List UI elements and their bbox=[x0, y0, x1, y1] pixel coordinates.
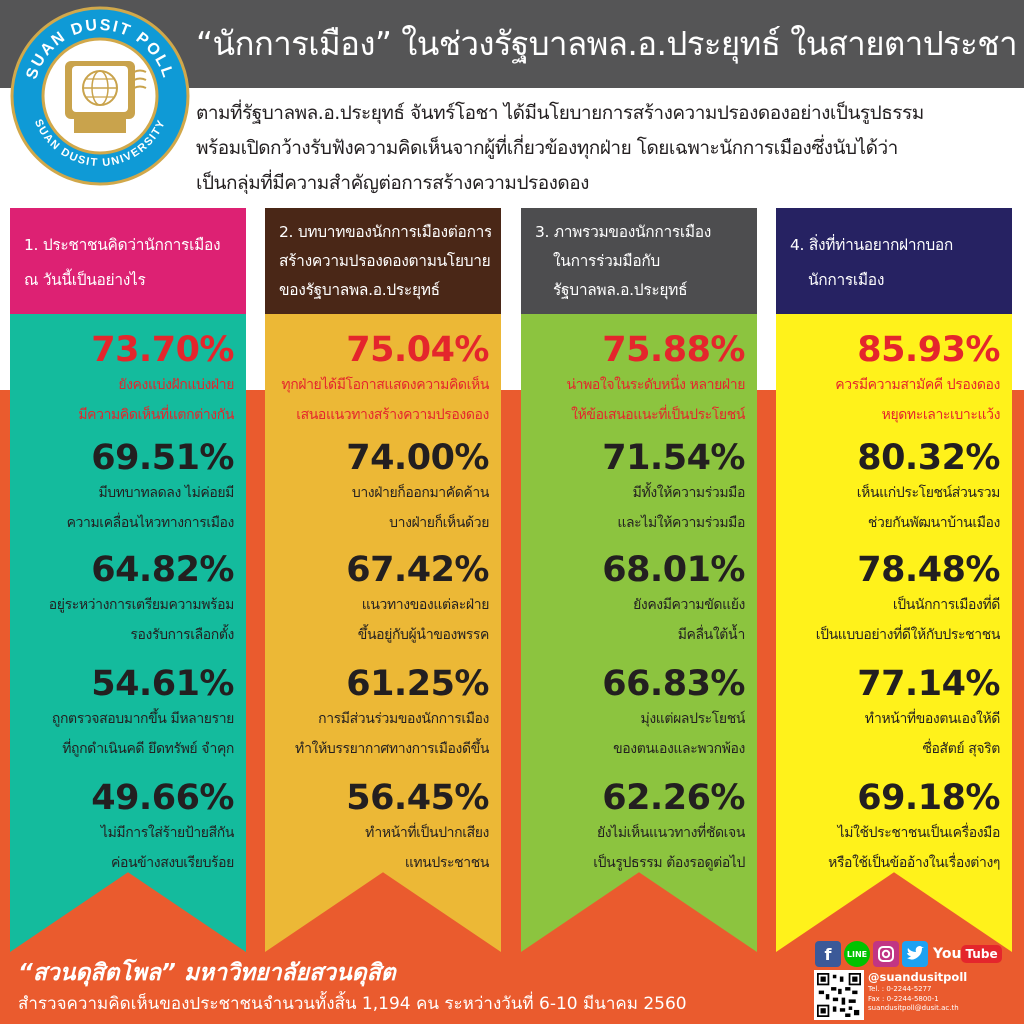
column-4-header: 4. สิ่งที่ท่านอยากฝากบอก นักการเมือง bbox=[776, 208, 1012, 314]
column-3: 3. ภาพรวมของนักการเมือง ในการร่วมมือกับ … bbox=[521, 208, 757, 952]
stat-percent: 64.82% bbox=[91, 550, 234, 590]
stat-item: 56.45% ทำหน้าที่เป็นปากเสียง แทนประชาชน bbox=[267, 778, 489, 878]
stat-percent: 75.88% bbox=[602, 330, 745, 370]
intro-line: พร้อมเปิดกว้างรับฟังความคิดเห็นจากผู้ที่… bbox=[196, 137, 898, 159]
stat-item: 69.51% มีบทบาทลดลง ไม่ค่อยมี ความเคลื่อน… bbox=[12, 438, 235, 538]
column-2-header: 2. บทบาทของนักการเมืองต่อการ สร้างความปร… bbox=[265, 208, 501, 314]
column-1: 1. ประชาชนคิดว่านักการเมือง ณ วันนี้เป็น… bbox=[10, 208, 246, 952]
column-4: 4. สิ่งที่ท่านอยากฝากบอก นักการเมือง 85.… bbox=[776, 208, 1012, 952]
stat-percent: 80.32% bbox=[857, 438, 1000, 478]
stat-item: 69.18% ไม่ใช้ประชาชนเป็นเครื่องมือ หรือใ… bbox=[778, 778, 1000, 878]
stat-percent: 74.00% bbox=[346, 438, 489, 478]
column-1-body: 73.70% ยังคงแบ่งฝักแบ่งฝ่าย มีความคิดเห็… bbox=[10, 314, 246, 952]
stat-item: 78.48% เป็นนักการเมืองที่ดี เป็นแบบอย่าง… bbox=[778, 550, 1001, 650]
svg-text:1992: 1992 bbox=[86, 132, 115, 147]
stat-item: 74.00% บางฝ่ายก็ออกมาคัดค้าน บางฝ่ายก็เห… bbox=[267, 438, 489, 538]
contact-info: @suandusitpoll Tel. : 0-2244-5277 Fax : … bbox=[868, 970, 1024, 1014]
footer-subtitle: สำรวจความคิดเห็นของประชาชนจำนวนทั้งสิ้น … bbox=[18, 994, 687, 1014]
stat-item: 66.83% มุ่งแต่ผลประโยชน์ ของตนเองและพวกพ… bbox=[523, 664, 745, 764]
column-3-body: 75.88% น่าพอใจในระดับหนึ่ง หลายฝ่าย ให้ข… bbox=[521, 314, 757, 952]
stat-percent: 54.61% bbox=[91, 664, 234, 704]
stat-item: 75.88% น่าพอใจในระดับหนึ่ง หลายฝ่าย ให้ข… bbox=[523, 330, 745, 430]
stat-percent: 69.51% bbox=[91, 438, 234, 478]
stat-item: 85.93% ควรมีความสามัคคี ปรองดอง หยุดทะเล… bbox=[778, 330, 1000, 430]
stat-percent: 66.83% bbox=[602, 664, 745, 704]
column-1-header: 1. ประชาชนคิดว่านักการเมือง ณ วันนี้เป็น… bbox=[10, 208, 246, 314]
stat-percent: 75.04% bbox=[346, 330, 489, 370]
qr-code[interactable] bbox=[814, 970, 864, 1020]
intro-line: ตามที่รัฐบาลพล.อ.ประยุทธ์ จันทร์โอชา ได้… bbox=[196, 102, 924, 124]
footer-title: “สวนดุสิตโพล” มหาวิทยาลัยสวนดุสิต bbox=[18, 960, 396, 986]
line-icon[interactable]: LINE bbox=[844, 941, 870, 967]
stat-percent: 67.42% bbox=[346, 550, 489, 590]
stat-item: 54.61% ถูกตรวจสอบมากขึ้น มีหลายราย ที่ถู… bbox=[12, 664, 235, 764]
stat-item: 80.32% เห็นแก่ประโยชน์ส่วนรวม ช่วยกันพัฒ… bbox=[778, 438, 1001, 538]
stat-item: 61.25% การมีส่วนร่วมของนักการเมือง ทำให้… bbox=[267, 664, 490, 764]
facebook-icon[interactable]: f bbox=[815, 941, 841, 967]
stat-item: 62.26% ยังไม่เห็นแนวทางที่ชัดเจน เป็นรูป… bbox=[523, 778, 745, 878]
stat-item: 77.14% ทำหน้าที่ของตนเองให้ดี ซื่อสัตย์ … bbox=[778, 664, 1000, 764]
intro-text: ตามที่รัฐบาลพล.อ.ประยุทธ์ จันทร์โอชา ได้… bbox=[196, 96, 1018, 201]
page-title: “นักการเมือง” ในช่วงรัฐบาลพล.อ.ประยุทธ์ … bbox=[196, 24, 1018, 63]
column-2: 2. บทบาทของนักการเมืองต่อการ สร้างความปร… bbox=[265, 208, 501, 952]
stat-item: 67.42% แนวทางของแต่ละฝ่าย ขึ้นอยู่กับผู้… bbox=[267, 550, 489, 650]
stat-percent: 77.14% bbox=[857, 664, 1000, 704]
youtube-icon[interactable]: You Tube bbox=[931, 945, 1002, 963]
social-handle: @suandusitpoll bbox=[868, 970, 968, 984]
social-icons: f LINE You Tube bbox=[815, 939, 1002, 969]
stat-item: 68.01% ยังคงมีความขัดแย้ง มีคลื่นใต้น้ำ bbox=[523, 550, 745, 650]
suan-dusit-poll-logo: SUAN DUSIT POLL SUAN DUSIT UNIVERSITY 19… bbox=[10, 6, 190, 186]
stat-percent: 85.93% bbox=[857, 330, 1000, 370]
stat-item: 64.82% อยู่ระหว่างการเตรียมความพร้อม รอง… bbox=[12, 550, 235, 650]
column-4-body: 85.93% ควรมีความสามัคคี ปรองดอง หยุดทะเล… bbox=[776, 314, 1012, 952]
column-3-header: 3. ภาพรวมของนักการเมือง ในการร่วมมือกับ … bbox=[521, 208, 757, 314]
stat-item: 71.54% มีทั้งให้ความร่วมมือ และไม่ให้ควา… bbox=[523, 438, 745, 538]
instagram-icon[interactable] bbox=[873, 941, 899, 967]
stat-item: 75.04% ทุกฝ่ายได้มีโอกาสแสดงความคิดเห็น … bbox=[267, 330, 489, 430]
column-2-body: 75.04% ทุกฝ่ายได้มีโอกาสแสดงความคิดเห็น … bbox=[265, 314, 501, 952]
stat-percent: 69.18% bbox=[857, 778, 1000, 818]
stat-percent: 61.25% bbox=[346, 664, 489, 704]
fax-text: Fax : 0-2244-5800-1 bbox=[868, 994, 939, 1003]
stat-percent: 68.01% bbox=[602, 550, 745, 590]
stat-percent: 71.54% bbox=[602, 438, 745, 478]
stat-percent: 73.70% bbox=[91, 330, 234, 370]
stat-item: 49.66% ไม่มีการใส่ร้ายป้ายสีกัน ค่อนข้าง… bbox=[12, 778, 234, 878]
stat-percent: 62.26% bbox=[602, 778, 745, 818]
email-text: suandusitpoll@dusit.ac.th bbox=[868, 1004, 959, 1012]
tel-text: Tel. : 0-2244-5277 bbox=[868, 985, 932, 993]
stat-item: 73.70% ยังคงแบ่งฝักแบ่งฝ่าย มีความคิดเห็… bbox=[12, 330, 234, 430]
stat-percent: 56.45% bbox=[346, 778, 489, 818]
stat-percent: 78.48% bbox=[857, 550, 1000, 590]
twitter-icon[interactable] bbox=[902, 941, 928, 967]
stat-percent: 49.66% bbox=[91, 778, 234, 818]
intro-line: เป็นกลุ่มที่มีความสำคัญต่อการสร้างความปร… bbox=[196, 172, 589, 194]
